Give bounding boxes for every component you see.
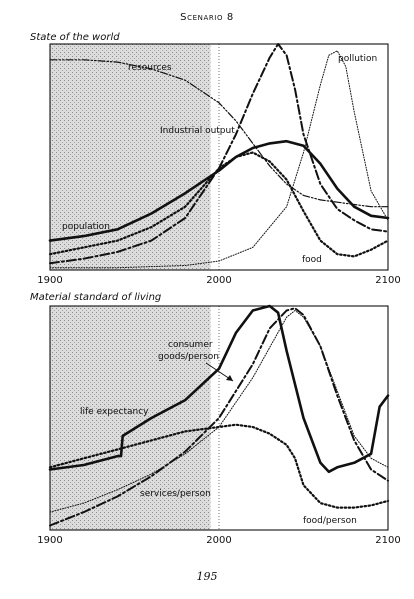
label-food-person: food/person: [303, 516, 357, 526]
series-food: [48, 151, 390, 258]
x-tick-label: 1900: [37, 535, 62, 546]
x-tick-label: 2000: [206, 535, 231, 546]
label-resources: resources: [128, 63, 172, 73]
label-consumer-goods-1: consumer: [168, 340, 213, 350]
x-tick-label: 2100: [375, 275, 400, 286]
series-resources: [49, 59, 389, 208]
historical-shaded-region: [50, 44, 211, 270]
chart-title-material-standard: Material standard of living: [30, 292, 162, 303]
series-pollution: [49, 50, 389, 269]
label-life-expectancy: life expectancy: [80, 407, 149, 417]
x-tick-label: 1900: [37, 275, 62, 286]
series-services-person: [49, 310, 389, 513]
label-industrial-output: Industrial output: [160, 126, 235, 136]
x-tick-label: 2000: [206, 275, 231, 286]
label-consumer-goods-2: goods/person: [158, 352, 219, 362]
series-consumer-goods-person: [49, 307, 389, 527]
label-pollution: pollution: [338, 54, 377, 64]
series-industrial-output: [49, 43, 389, 265]
chart-title-state-of-the-world: State of the world: [30, 32, 120, 43]
historical-shaded-region: [50, 306, 211, 530]
page-number: 195: [196, 570, 218, 583]
page-heading: Scenario 8: [180, 12, 234, 23]
series-food-person: [48, 423, 390, 509]
x-tick-label: 2100: [375, 535, 400, 546]
plot-frame: [49, 43, 389, 271]
label-services-person: services/person: [140, 489, 211, 499]
series-population: [48, 139, 390, 242]
label-population: population: [62, 222, 110, 232]
arrowhead-icon: [226, 375, 233, 381]
plot-frame: [49, 305, 389, 531]
label-food: food: [302, 255, 322, 265]
state-of-the-world-chart: 1900 2000 2100 resources Industrial output po…: [37, 43, 401, 286]
